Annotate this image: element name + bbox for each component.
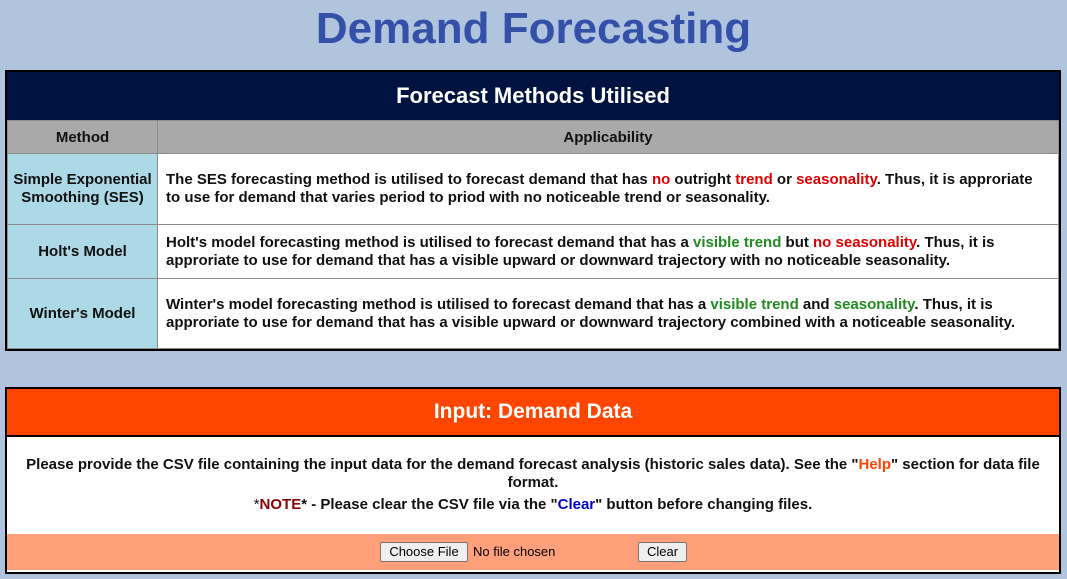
forecast-methods-panel: Forecast Methods Utilised Method Applica…: [5, 70, 1061, 351]
winter-text-e: . Thus, it is approriate to use for dema…: [166, 295, 1016, 331]
forecast-methods-header: Forecast Methods Utilised: [7, 72, 1059, 120]
note-text-b: " button before changing files.: [595, 496, 813, 513]
file-status-text: No file chosen: [473, 544, 556, 559]
holt-text-a: Holt's model forecasting method is utili…: [166, 233, 693, 251]
input-desc-a: Please provide the CSV file containing t…: [26, 456, 859, 473]
holt-text-visible-trend: visible trend: [693, 233, 782, 251]
note-prefix: *: [253, 496, 260, 513]
input-desc-b: " section for data file format.: [507, 456, 1040, 491]
holt-text-e: . Thus, it is approriate to use for dema…: [166, 233, 995, 269]
winter-text-c: and: [798, 295, 834, 313]
applicability-holt: Holt's model forecasting method is utili…: [157, 224, 1059, 279]
ses-text-no: no: [651, 171, 671, 188]
input-note: *NOTE* - Please clear the CSV file via t…: [7, 492, 1059, 514]
ses-text-seasonality: seasonality: [796, 171, 877, 188]
ses-text-trend: trend: [735, 171, 773, 188]
file-input-bar: Choose File No file chosen Clear: [7, 534, 1059, 570]
ses-text-a: The SES forecasting method is utilised t…: [166, 171, 652, 188]
winter-text-visible-trend: visible trend: [710, 295, 799, 313]
ses-text-g: . Thus, it is approriate to use for dema…: [166, 171, 1033, 206]
holt-text-c: but: [781, 233, 814, 251]
clear-button[interactable]: Clear: [638, 542, 687, 562]
column-header-method: Method: [7, 120, 158, 154]
input-demand-panel: Input: Demand Data Please provide the CS…: [5, 387, 1061, 574]
page-title: Demand Forecasting: [315, 4, 752, 53]
winter-text-seasonality: seasonality: [833, 295, 915, 313]
method-name-ses: Simple Exponential Smoothing (SES): [7, 153, 158, 225]
ses-text-e: or: [772, 171, 797, 188]
table-row: Holt's Model Holt's model forecasting me…: [7, 224, 1059, 279]
table-row: Simple Exponential Smoothing (SES) The S…: [7, 153, 1059, 225]
table-header-row: Method Applicability: [7, 120, 1059, 154]
note-label: NOTE: [259, 496, 302, 513]
applicability-ses: The SES forecasting method is utilised t…: [157, 153, 1059, 225]
method-name-winter: Winter's Model: [7, 278, 158, 349]
forecast-methods-table: Method Applicability Simple Exponential …: [7, 120, 1059, 349]
table-row: Winter's Model Winter's model forecastin…: [7, 278, 1059, 349]
choose-file-button[interactable]: Choose File: [380, 542, 468, 562]
applicability-winter: Winter's model forecasting method is uti…: [157, 278, 1059, 349]
holt-text-no-seasonality: no seasonality: [813, 233, 917, 251]
clear-reference: Clear: [557, 496, 596, 513]
column-header-applicability: Applicability: [157, 120, 1059, 154]
ses-text-c: outright: [670, 171, 736, 188]
method-name-holt: Holt's Model: [7, 224, 158, 279]
winter-text-a: Winter's model forecasting method is uti…: [166, 295, 711, 313]
input-description: Please provide the CSV file containing t…: [7, 439, 1059, 492]
input-demand-header: Input: Demand Data: [7, 389, 1059, 437]
note-text-a: * - Please clear the CSV file via the ": [301, 496, 558, 513]
help-reference: Help: [858, 456, 892, 473]
input-instructions: Please provide the CSV file containing t…: [7, 437, 1059, 534]
